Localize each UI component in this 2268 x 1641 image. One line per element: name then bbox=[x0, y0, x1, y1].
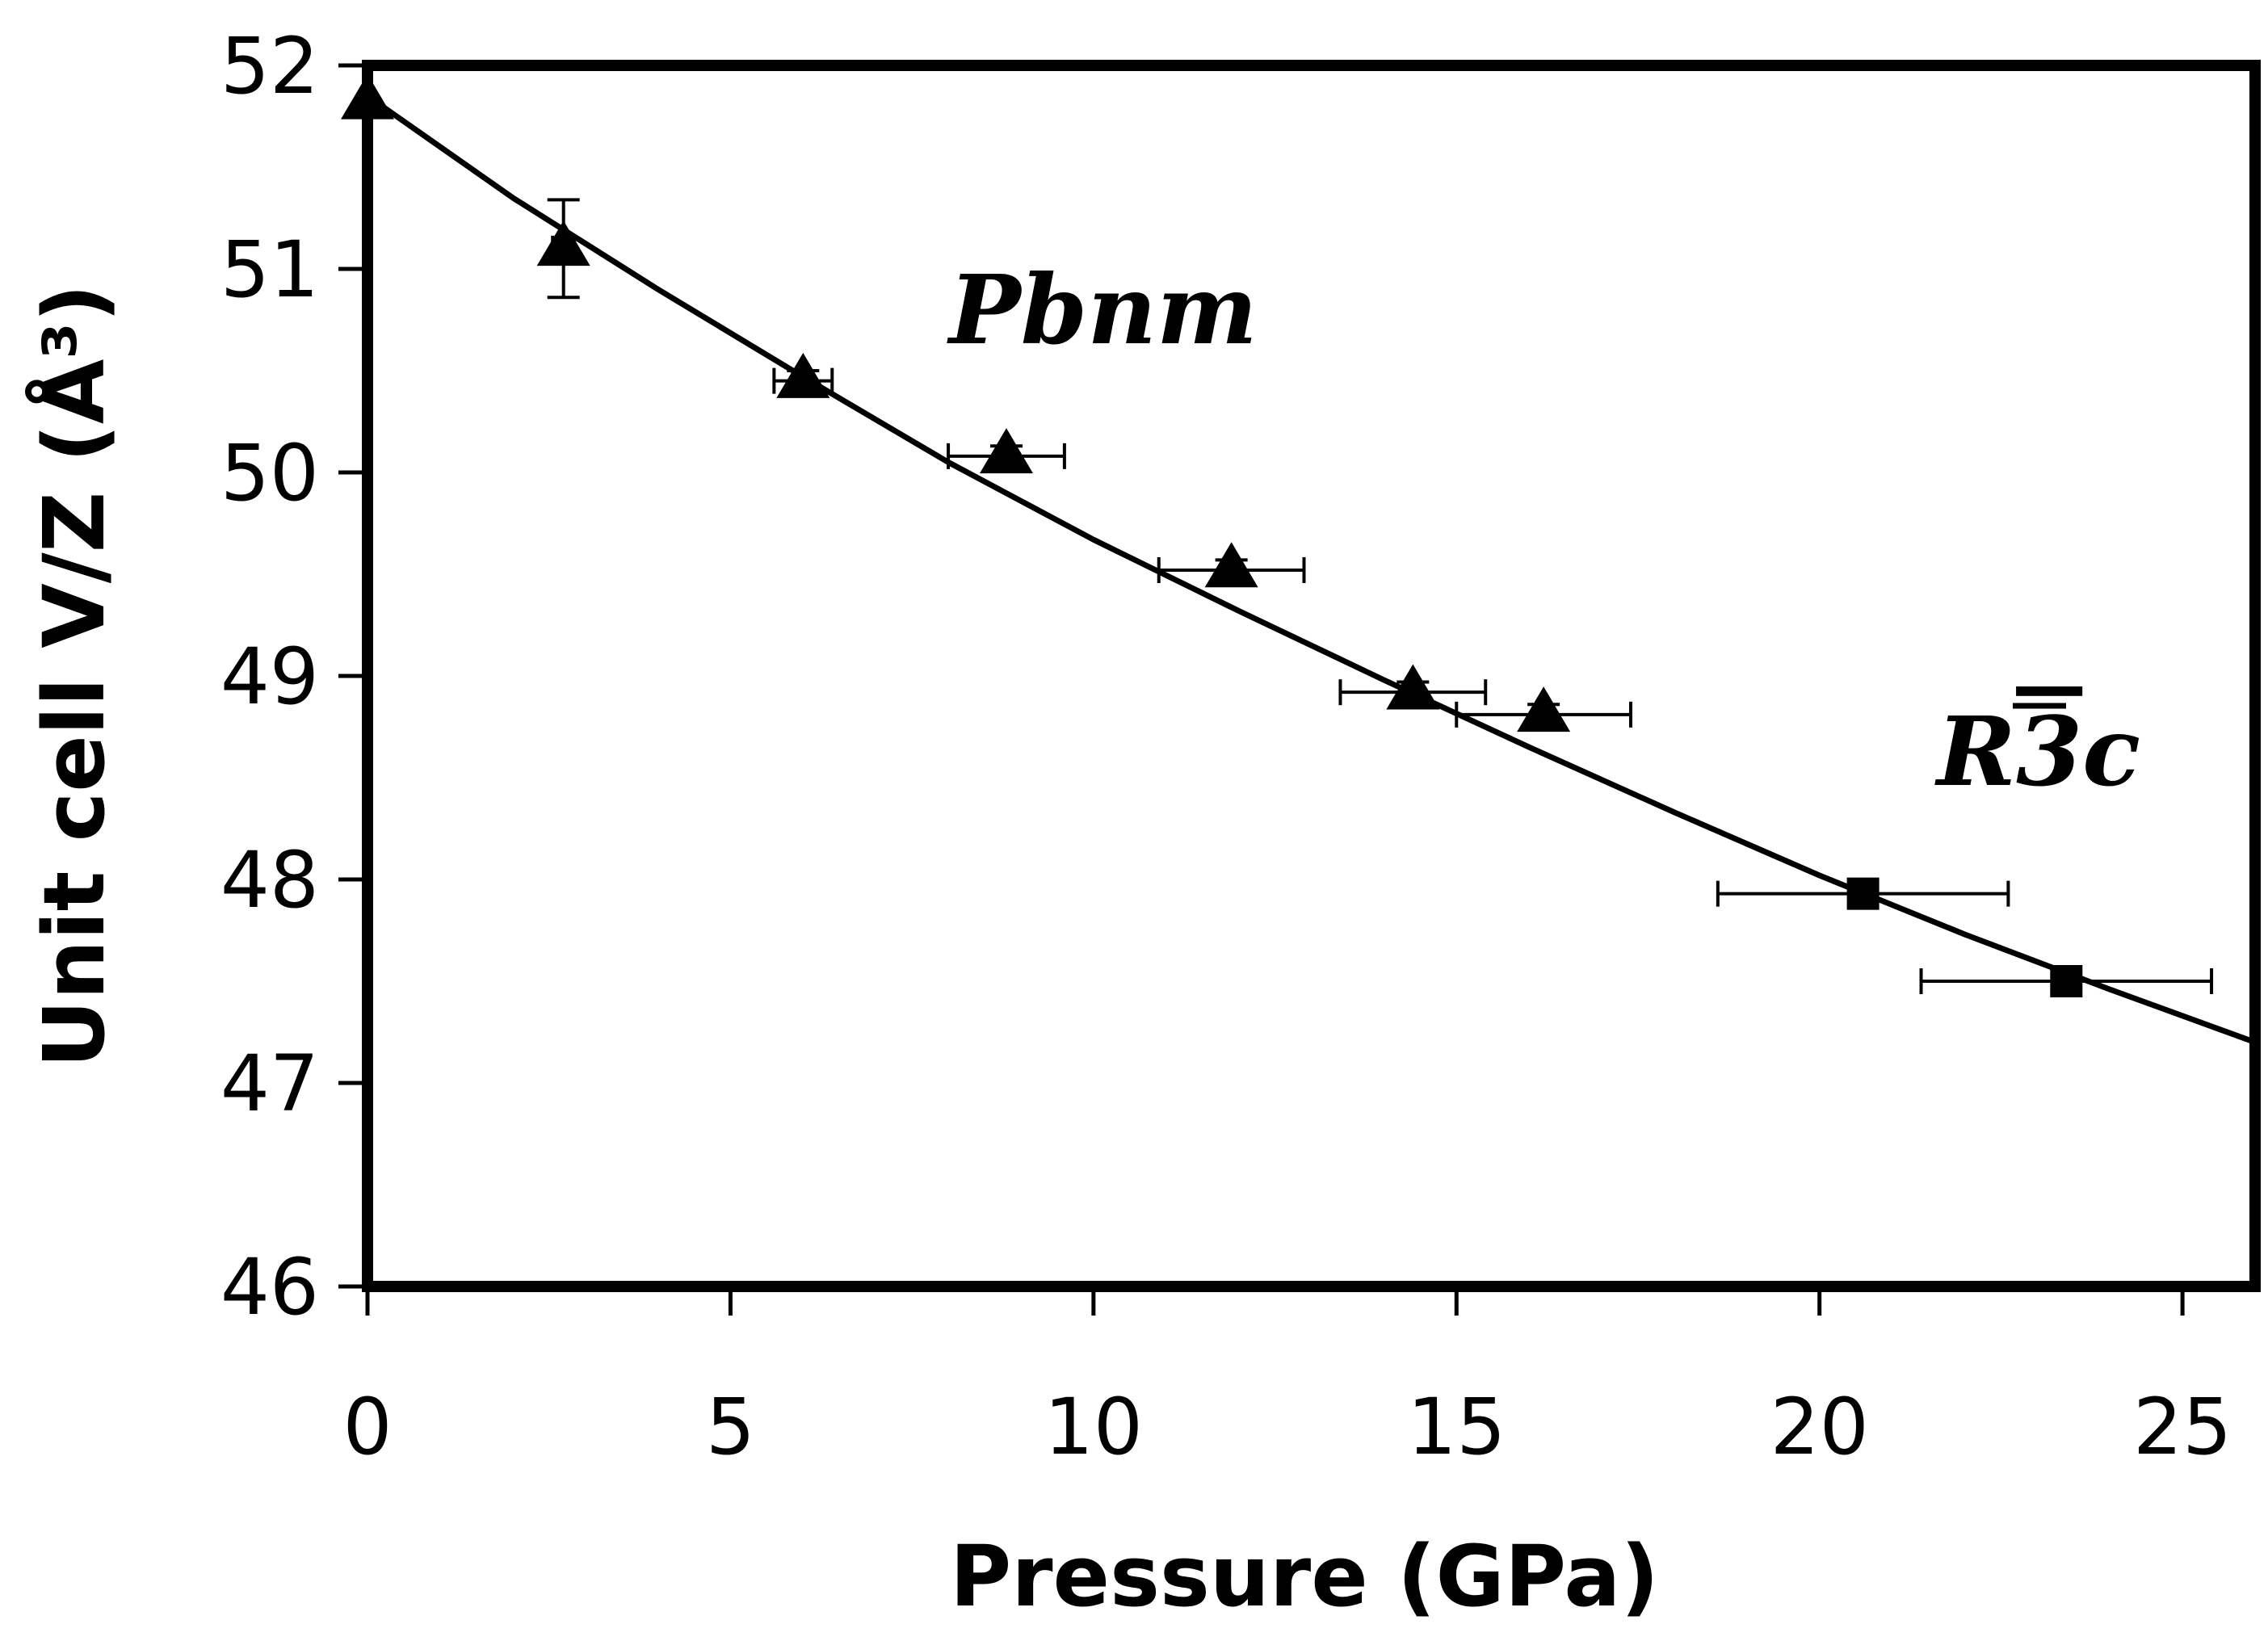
x-tick-label: 20 bbox=[1770, 1382, 1869, 1472]
marker-layer bbox=[341, 73, 2083, 997]
data-point-triangle bbox=[1386, 664, 1440, 710]
data-point-triangle bbox=[776, 352, 830, 398]
tick-labels: 46 47 48 49 50 51 52 0 5 10 15 20 25 bbox=[220, 21, 2232, 1472]
y-axis-title: Unit cell V/Z (Å³) bbox=[25, 284, 124, 1068]
fit-curve-layer bbox=[365, 93, 2257, 1045]
data-point-square bbox=[1846, 877, 1880, 910]
x-tick-label: 0 bbox=[342, 1382, 392, 1472]
y-tick-label: 48 bbox=[220, 835, 319, 925]
data-point-triangle bbox=[536, 220, 590, 267]
y-tick-label: 50 bbox=[220, 428, 319, 518]
data-point-square bbox=[2050, 965, 2083, 997]
phase-label-r3c: R3c bbox=[1934, 695, 2140, 808]
x-tick-label: 25 bbox=[2133, 1382, 2232, 1472]
fit-curve-line bbox=[365, 93, 2257, 1045]
data-point-triangle bbox=[1204, 542, 1258, 588]
axis-ticks bbox=[338, 63, 2185, 1316]
data-point-triangle bbox=[1517, 686, 1571, 732]
x-tick-label: 10 bbox=[1044, 1382, 1143, 1472]
x-tick-label: 5 bbox=[706, 1382, 755, 1472]
phase-label-r3c-digit: 3 bbox=[2016, 695, 2082, 808]
x-axis-title: Pressure (GPa) bbox=[950, 1527, 1659, 1626]
y-tick-label: 51 bbox=[220, 225, 319, 315]
phase-label-r3c-c: c bbox=[2082, 695, 2140, 808]
y-tick-label: 47 bbox=[220, 1039, 319, 1129]
x-tick-label: 15 bbox=[1407, 1382, 1506, 1472]
y-tick-label: 49 bbox=[220, 632, 319, 722]
errorbar-layer bbox=[547, 198, 2214, 994]
y-tick-label: 46 bbox=[220, 1242, 319, 1333]
phase-label-r3c-r: R bbox=[1934, 695, 2016, 808]
y-tick-label: 52 bbox=[220, 21, 319, 111]
plot-frame bbox=[362, 60, 2261, 1292]
data-point-triangle bbox=[979, 428, 1033, 474]
phase-label-pbnm: Pbnm bbox=[947, 254, 1258, 366]
